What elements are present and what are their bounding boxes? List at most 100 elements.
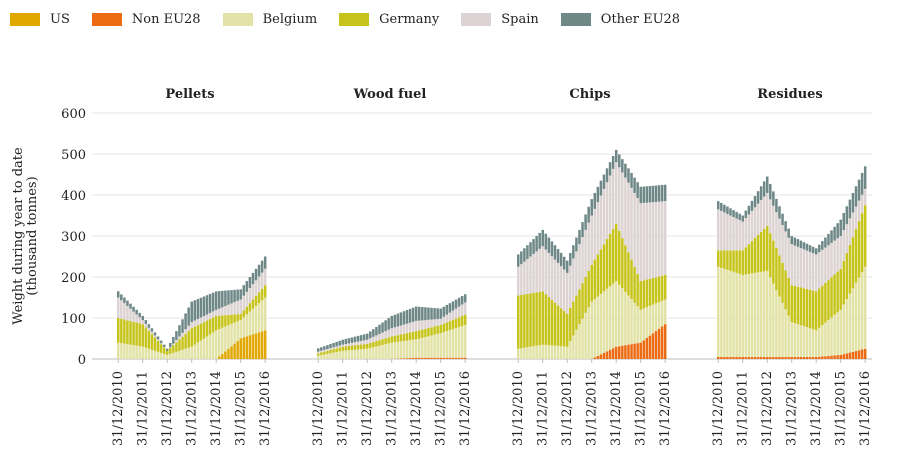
bar-segment: [572, 335, 575, 359]
x-tick-label: 31/12/2012: [360, 371, 375, 446]
bar-segment: [408, 332, 412, 341]
bar-segment: [544, 233, 548, 250]
bar-segment: [851, 237, 855, 289]
bar-segment: [190, 322, 193, 329]
bar-segment: [178, 325, 181, 337]
bar-segment: [421, 320, 424, 330]
bar-segment: [402, 311, 406, 325]
bar-segment: [362, 344, 366, 350]
bar-segment: [778, 218, 781, 256]
bar-segment: [556, 305, 560, 346]
bar-segment: [150, 331, 154, 335]
bar-segment: [248, 303, 252, 312]
bar-segment: [802, 249, 806, 289]
bar-segment: [793, 237, 797, 246]
bar-segment: [218, 308, 221, 316]
bar-segment: [747, 273, 751, 357]
bar-segment: [818, 356, 821, 359]
bar-segment: [538, 232, 541, 249]
bar-segment: [602, 244, 606, 292]
bar-segment: [596, 202, 600, 255]
bar-segment: [421, 357, 424, 359]
bar-segment: [572, 245, 575, 259]
bar-segment: [445, 331, 449, 358]
bar-segment: [572, 301, 575, 336]
bar-segment: [372, 341, 375, 348]
bar-segment: [353, 349, 357, 359]
bar-segment: [639, 281, 642, 310]
bar-segment: [338, 347, 341, 352]
bar-segment: [578, 289, 581, 325]
bar-segment: [657, 328, 661, 359]
bar-segment: [169, 353, 172, 359]
bar-segment: [648, 186, 652, 203]
bar-segment: [581, 222, 584, 238]
bar-segment: [408, 340, 412, 359]
bar-segment: [138, 317, 141, 324]
bar-segment: [150, 328, 154, 332]
bar-segment: [396, 341, 400, 359]
bar-segment: [172, 343, 175, 346]
bar-segment: [630, 344, 633, 359]
bar-segment: [624, 291, 627, 346]
bar-segment: [227, 348, 230, 359]
bar-segment: [720, 210, 723, 251]
bar-segment: [651, 304, 655, 334]
bar-segment: [214, 330, 218, 359]
bar-segment: [729, 356, 732, 359]
bar-segment: [587, 206, 590, 223]
bar-segment: [824, 247, 827, 283]
bar-segment: [150, 349, 154, 359]
bar-segment: [451, 319, 455, 330]
bar-segment: [562, 256, 566, 270]
bar-segment: [747, 205, 751, 215]
bar-segment: [759, 200, 763, 232]
bar-segment: [405, 358, 409, 359]
bar-segment: [753, 196, 757, 208]
bar-segment: [769, 233, 772, 278]
bar-segment: [341, 339, 344, 345]
bar-segment: [402, 333, 406, 341]
bar-segment: [630, 299, 633, 345]
bar-segment: [463, 314, 467, 325]
bar-segment: [787, 277, 790, 316]
bar-segment: [639, 203, 642, 282]
bar-segment: [439, 318, 442, 325]
bar-segment: [636, 273, 639, 307]
bar-segment: [753, 238, 757, 273]
bar-segment: [593, 299, 597, 358]
bar-segment: [242, 295, 246, 311]
bar-segment: [772, 191, 775, 206]
bar-segment: [802, 242, 806, 250]
bar-segment: [365, 333, 369, 340]
bar-segment: [421, 329, 424, 338]
bar-segment: [132, 311, 135, 322]
bar-segment: [141, 315, 144, 321]
bar-segment: [660, 201, 664, 276]
bar-segment: [636, 182, 639, 199]
bar-segment: [390, 342, 393, 359]
bar-segment: [418, 306, 421, 321]
bar-segment: [332, 349, 335, 353]
bar-segment: [547, 237, 551, 253]
bar-segment: [414, 339, 418, 358]
bar-segment: [451, 329, 455, 358]
bar-segment: [147, 327, 151, 331]
bar-segment: [578, 244, 581, 290]
bar-segment: [587, 222, 590, 271]
bar-segment: [827, 233, 830, 246]
bar-segment: [660, 275, 664, 301]
bar-segment: [233, 322, 236, 344]
bar-segment: [414, 320, 418, 332]
bar-segment: [381, 332, 384, 340]
bar-segment: [353, 345, 357, 350]
bar-segment: [165, 354, 169, 359]
bar-segment: [553, 245, 557, 260]
bar-segment: [618, 284, 621, 347]
bar-segment: [359, 349, 363, 359]
bar-segment: [735, 218, 738, 251]
bar-segment: [523, 347, 526, 359]
bar-segment: [230, 303, 233, 315]
bar-segment: [720, 250, 723, 268]
bar-segment: [636, 306, 639, 344]
